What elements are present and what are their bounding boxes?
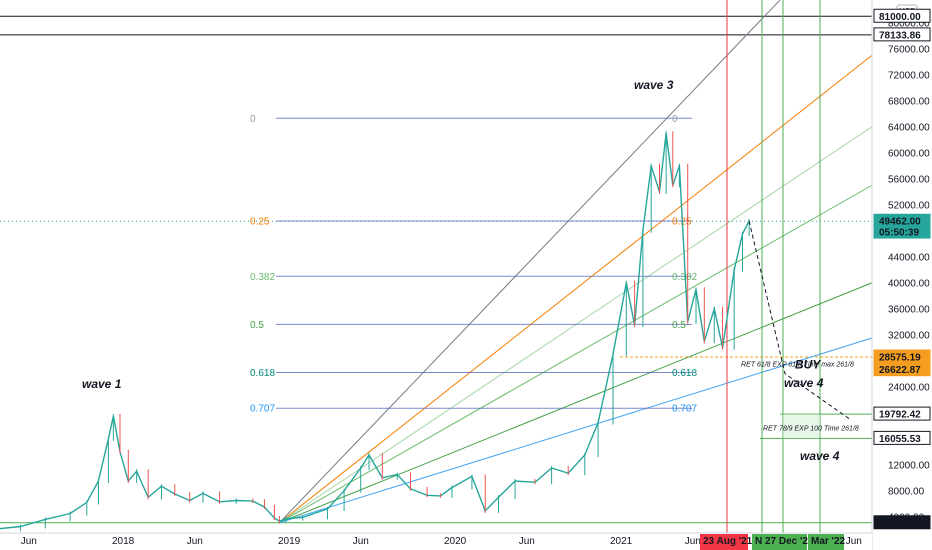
price-tag-bg [873, 406, 931, 421]
price-tick-label: 60000.00 [888, 148, 930, 159]
wave-label: wave 4 [800, 449, 840, 463]
wave-label: wave 1 [82, 377, 122, 391]
price-tag[interactable]: 05:50:39 [873, 224, 931, 239]
price-tick-label: 8000.00 [888, 486, 925, 497]
fan-line [279, 337, 873, 524]
date-tag[interactable]: Mar '22 [808, 534, 846, 550]
target-zone [782, 413, 821, 439]
date-tag-label: 27 Dec '21 [765, 536, 814, 547]
time-tick-label: Jun [21, 536, 37, 547]
price-tick-label: 12000.00 [888, 460, 930, 471]
fib-level-label: 0.25 [250, 217, 270, 228]
price-tag-label: 05:50:39 [879, 228, 919, 239]
price-tick-label: 64000.00 [888, 122, 930, 133]
price-tag-label: 16055.53 [879, 434, 921, 445]
price-tick-label: 40000.00 [888, 278, 930, 289]
price-tag-bg [873, 515, 931, 530]
fib-level-label: 0.618 [250, 368, 275, 379]
fan-line [279, 54, 873, 524]
price-tick-label: 56000.00 [888, 174, 930, 185]
price-tag-label: 81000.00 [879, 12, 921, 23]
fan-line [278, 0, 781, 524]
price-tag-bg [873, 224, 931, 239]
time-tick-label: Jun [187, 536, 203, 547]
price-series [0, 131, 750, 532]
price-tick-label: 76000.00 [888, 44, 930, 55]
time-tick-label: 2020 [444, 536, 467, 547]
price-tag-bg [873, 430, 931, 445]
price-tick-label: 80000.00 [888, 18, 930, 29]
price-tag-label: 19792.42 [879, 410, 921, 421]
date-tag-label: 23 Aug '21 [703, 536, 753, 547]
fib-level-label: 0.382 [250, 272, 275, 283]
date-tag-bg [752, 534, 762, 550]
price-tag[interactable]: 26622.87 [873, 362, 931, 377]
price-tick-label: 52000.00 [888, 200, 930, 211]
time-tick-label: 2019 [278, 536, 301, 547]
price-tag-label: 3073.06 [879, 518, 916, 529]
projection-path [748, 220, 851, 420]
wave-label: wave 4 [784, 376, 824, 390]
fib-level-label: 0 [672, 114, 678, 125]
date-tag-label: Mar '22 [811, 536, 846, 547]
date-tag-bg [762, 534, 807, 550]
time-tick-label: Jun [519, 536, 535, 547]
price-tag[interactable]: 81000.00 [873, 8, 931, 23]
price-tick-label: 68000.00 [888, 96, 930, 107]
fib-level-label: 0 [250, 114, 256, 125]
fib-level-label: 0.707 [672, 404, 697, 415]
annotation-note: RET 78/9 EXP 100 Time 261/8 [763, 425, 859, 432]
price-tag-label: 49462.00 [879, 217, 921, 228]
price-tag[interactable]: 19792.42 [873, 406, 931, 421]
price-tick-label: 72000.00 [888, 70, 930, 81]
price-line [0, 133, 750, 530]
fib-level-label: 0.5 [672, 320, 686, 331]
fan-line [279, 184, 873, 524]
wave-label: BUY [795, 358, 821, 372]
price-axis[interactable]: 4000.008000.0012000.0016000.0020000.0024… [871, 0, 932, 550]
time-tick-label: 2018 [112, 536, 135, 547]
annotation-note: RET 61/8 EXP 61/8 Time max 261/8 [741, 362, 854, 369]
price-tag-bg [873, 362, 931, 377]
time-tick-label: Jun [353, 536, 369, 547]
price-tick-label: 44000.00 [888, 252, 930, 263]
price-tag[interactable]: 28575.19 [873, 349, 931, 364]
time-cycle-lines [726, 0, 821, 533]
price-tag-label: 28575.19 [879, 353, 921, 364]
price-tag-bg [873, 27, 931, 42]
date-tag[interactable]: 23 Aug '21 [700, 534, 753, 550]
date-tag[interactable]: N [752, 534, 762, 550]
time-tick-label: Jun [685, 536, 701, 547]
price-tag-bg [873, 8, 931, 23]
time-axis-bg [0, 533, 872, 550]
date-tag-bg [808, 534, 844, 550]
date-tag[interactable]: 27 Dec '21 [762, 534, 814, 550]
fan-line [279, 282, 873, 524]
price-axis-bg [872, 0, 932, 550]
fib-level-label: 0.5 [250, 320, 264, 331]
price-tag-label: 78133.86 [879, 30, 921, 41]
price-tick-label: 32000.00 [888, 330, 930, 341]
fib-level-label: 0.618 [672, 368, 697, 379]
price-tag[interactable]: 16055.53 [873, 430, 931, 445]
time-tick-label: 2021 [610, 536, 633, 547]
price-tick-label: 36000.00 [888, 304, 930, 315]
price-tag[interactable]: 78133.86 [873, 27, 931, 42]
date-tag-label: N [755, 536, 762, 547]
time-tick-label: Jun [846, 536, 862, 547]
price-tag-label: 26622.87 [879, 365, 921, 376]
date-tag-bg [700, 534, 748, 550]
price-tick-label: 24000.00 [888, 382, 930, 393]
fib-level-label: 0.707 [250, 404, 275, 415]
price-tag[interactable]: 3073.06 [873, 515, 931, 530]
wave-label: wave 3 [634, 78, 674, 92]
